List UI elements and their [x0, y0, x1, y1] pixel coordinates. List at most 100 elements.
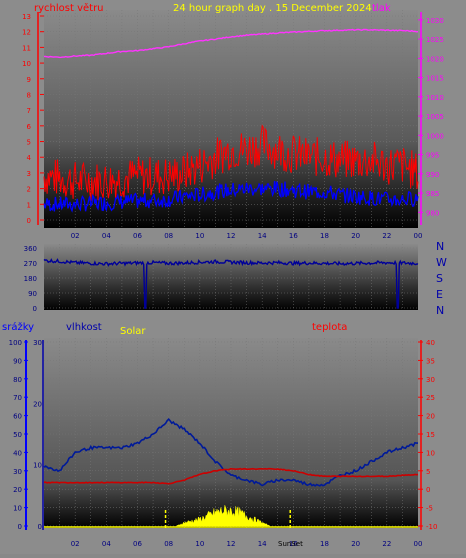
pressure-label: tlak — [372, 3, 391, 14]
x-tick-label-panel1: 14 — [258, 232, 267, 240]
y-right-tick-label: 995 — [426, 152, 439, 160]
humidity-label: vlhkost — [66, 322, 102, 333]
rain-tick-label: 40 — [13, 449, 22, 457]
temperature-tick-label: -10 — [426, 523, 437, 531]
series-solar — [175, 505, 271, 527]
x-tick-label-panel1: 04 — [102, 232, 111, 240]
y-left-tick-label: 7 — [27, 107, 31, 115]
y-left-tick-label: 10 — [22, 60, 31, 68]
compass-n-bottom: N — [436, 304, 444, 317]
humidity-tick-label: 30 — [33, 339, 42, 347]
compass-n-top: N — [436, 240, 444, 253]
x-tick-label-panel1: 02 — [71, 232, 80, 240]
x-tick-label-panel1: 10 — [195, 232, 204, 240]
compass-s: S — [436, 272, 443, 285]
x-tick-label-panel3: 18 — [320, 540, 329, 548]
direction-tick-label: 360 — [24, 245, 37, 253]
series-pressure — [43, 28, 419, 59]
x-tick-label-panel3: 08 — [164, 540, 173, 548]
rain-tick-label: 50 — [13, 431, 22, 439]
series-temperature — [43, 467, 419, 485]
series-wind-gust — [43, 124, 419, 201]
y-right-tick-label: 990 — [426, 171, 439, 179]
chart-marks — [43, 28, 419, 528]
y-left-tick-label: 12 — [22, 29, 31, 37]
temperature-tick-label: 25 — [426, 394, 435, 402]
rain-tick-label: 60 — [13, 413, 22, 421]
series-wind-direction — [43, 258, 419, 309]
x-tick-label-panel3: 14 — [258, 540, 267, 548]
axis-labels: 0123456789101112139809859909951000100510… — [9, 12, 444, 548]
temperature-tick-label: 10 — [426, 449, 435, 457]
y-right-tick-label: 985 — [426, 190, 439, 198]
temperature-tick-label: 15 — [426, 431, 435, 439]
rain-tick-label: 70 — [13, 394, 22, 402]
x-tick-label-panel1: 20 — [351, 232, 360, 240]
temperature-tick-label: -5 — [426, 505, 433, 513]
y-left-tick-label: 11 — [22, 44, 31, 52]
panel3-bg — [44, 338, 418, 528]
humidity-tick-label: 20 — [33, 400, 42, 408]
direction-tick-label: 270 — [24, 260, 37, 268]
y-left-tick-label: 6 — [27, 123, 32, 131]
temperature-tick-label: 20 — [426, 413, 435, 421]
x-tick-label-panel3: 12 — [227, 540, 236, 548]
temperature-tick-label: 35 — [426, 357, 435, 365]
series-humidity — [43, 418, 418, 487]
panel1-grid — [44, 10, 418, 228]
x-tick-label-panel3: 16 — [289, 540, 298, 548]
x-tick-label-panel3: 22 — [382, 540, 391, 548]
compass-w: W — [436, 256, 447, 269]
direction-tick-label: 90 — [28, 290, 37, 298]
rain-tick-label: 80 — [13, 376, 22, 384]
series-wind-average — [43, 181, 419, 213]
y-right-tick-label: 1000 — [426, 132, 444, 140]
y-left-tick-label: 4 — [27, 154, 32, 162]
x-tick-label-panel1: 00 — [414, 232, 423, 240]
compass-e: E — [436, 288, 443, 301]
sunset-label: SunSet — [278, 540, 303, 548]
x-tick-label-panel3: 00 — [414, 540, 423, 548]
rain-tick-label: 100 — [9, 339, 22, 347]
y-left-tick-label: 8 — [27, 91, 31, 99]
y-right-tick-label: 980 — [426, 209, 439, 217]
y-right-tick-label: 1030 — [426, 17, 444, 25]
direction-tick-label: 180 — [24, 275, 37, 283]
x-tick-label-panel3: 04 — [102, 540, 111, 548]
humidity-tick-label: 10 — [33, 462, 42, 470]
rain-tick-label: 30 — [13, 468, 22, 476]
rain-tick-label: 0 — [18, 523, 22, 531]
y-right-tick-label: 1005 — [426, 113, 444, 121]
y-left-tick-label: 2 — [27, 186, 31, 194]
y-right-tick-label: 1020 — [426, 55, 444, 63]
y-left-tick-label: 1 — [27, 201, 31, 209]
x-tick-label-panel1: 18 — [320, 232, 329, 240]
x-tick-label-panel1: 12 — [227, 232, 236, 240]
y-left-tick-label: 3 — [27, 170, 31, 178]
rain-tick-label: 20 — [13, 486, 22, 494]
y-right-tick-label: 1015 — [426, 75, 444, 83]
x-tick-label-panel1: 06 — [133, 232, 142, 240]
y-right-tick-label: 1010 — [426, 94, 444, 102]
x-tick-label-panel3: 02 — [71, 540, 80, 548]
rain-tick-label: 10 — [13, 505, 22, 513]
temperature-tick-label: 0 — [426, 486, 430, 494]
x-tick-label-panel1: 16 — [289, 232, 298, 240]
x-tick-label-panel3: 06 — [133, 540, 142, 548]
temperature-label: teplota — [312, 322, 347, 333]
temperature-tick-label: 30 — [426, 376, 435, 384]
rain-label: srážky — [2, 321, 34, 333]
x-tick-label-panel1: 22 — [382, 232, 391, 240]
y-left-tick-label: 0 — [27, 217, 31, 225]
y-left-tick-label: 9 — [27, 76, 31, 84]
rain-tick-label: 90 — [13, 357, 22, 365]
x-tick-label-panel1: 08 — [164, 232, 173, 240]
direction-tick-label: 0 — [33, 305, 37, 313]
y-left-tick-label: 5 — [27, 139, 31, 147]
y-right-tick-label: 1025 — [426, 36, 444, 44]
wind-speed-label: rychlost větru — [34, 2, 104, 14]
x-tick-label-panel3: 20 — [351, 540, 360, 548]
temperature-tick-label: 40 — [426, 339, 435, 347]
